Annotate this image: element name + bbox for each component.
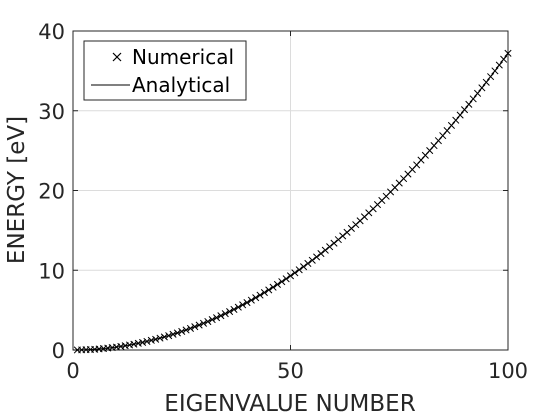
numerical-marker bbox=[234, 303, 242, 311]
y-tick-label: 0 bbox=[52, 339, 65, 363]
numerical-marker bbox=[317, 250, 325, 258]
numerical-marker bbox=[456, 111, 464, 119]
numerical-marker bbox=[321, 246, 329, 254]
numerical-marker bbox=[191, 323, 199, 331]
numerical-marker bbox=[256, 291, 264, 299]
x-tick-label: 50 bbox=[277, 359, 304, 383]
numerical-marker bbox=[252, 294, 260, 302]
series-numerical bbox=[73, 49, 512, 354]
axis-ticks bbox=[72, 30, 509, 351]
legend-label-analytical: Analytical bbox=[132, 73, 230, 97]
numerical-marker bbox=[491, 67, 499, 75]
numerical-marker bbox=[443, 127, 451, 135]
numerical-marker bbox=[165, 332, 173, 340]
numerical-marker bbox=[295, 266, 303, 274]
numerical-marker bbox=[195, 321, 203, 329]
numerical-marker bbox=[160, 333, 168, 341]
numerical-marker bbox=[152, 335, 160, 343]
numerical-marker bbox=[469, 95, 477, 103]
numerical-marker bbox=[230, 305, 238, 313]
numerical-marker bbox=[269, 283, 277, 291]
numerical-marker bbox=[182, 326, 190, 334]
numerical-marker bbox=[482, 78, 490, 86]
numerical-marker bbox=[199, 319, 208, 327]
y-tick-label: 10 bbox=[38, 259, 65, 283]
numerical-marker bbox=[221, 310, 229, 318]
numerical-marker bbox=[243, 298, 251, 307]
numerical-marker bbox=[212, 314, 221, 322]
numerical-marker bbox=[291, 269, 299, 277]
tick-labels: 0 50 100 0 10 20 30 40 bbox=[38, 20, 528, 383]
numerical-marker bbox=[247, 296, 255, 304]
numerical-marker bbox=[304, 259, 312, 268]
numerical-marker bbox=[169, 330, 177, 338]
y-tick-label: 20 bbox=[38, 180, 65, 204]
numerical-marker bbox=[208, 316, 216, 324]
x-tick-label: 100 bbox=[488, 359, 528, 383]
numerical-marker bbox=[478, 84, 486, 92]
numerical-marker bbox=[487, 73, 495, 81]
numerical-marker bbox=[473, 89, 482, 97]
numerical-marker bbox=[465, 100, 473, 108]
x-axis-label: EIGENVALUE NUMBER bbox=[164, 391, 415, 417]
numerical-marker bbox=[452, 116, 460, 124]
x-tick-label: 0 bbox=[66, 359, 79, 383]
numerical-marker bbox=[260, 289, 268, 297]
numerical-marker bbox=[130, 340, 138, 348]
legend-box bbox=[83, 40, 247, 101]
numerical-marker bbox=[186, 324, 195, 332]
y-axis-label: ENERGY [eV] bbox=[4, 116, 30, 264]
numerical-marker bbox=[286, 272, 295, 280]
numerical-marker bbox=[504, 49, 512, 57]
numerical-marker bbox=[447, 121, 456, 129]
numerical-marker bbox=[156, 334, 164, 342]
numerical-marker bbox=[460, 106, 469, 114]
numerical-marker bbox=[282, 275, 290, 283]
numerical-marker bbox=[278, 278, 286, 286]
grid bbox=[73, 31, 508, 350]
numerical-marker bbox=[495, 61, 503, 69]
numerical-marker bbox=[500, 55, 508, 63]
numerical-marker bbox=[217, 312, 225, 320]
numerical-marker bbox=[308, 256, 316, 264]
numerical-marker bbox=[178, 327, 186, 335]
legend-label-numerical: Numerical bbox=[132, 45, 234, 69]
numerical-marker bbox=[147, 336, 155, 344]
numerical-marker bbox=[139, 338, 147, 346]
numerical-marker bbox=[265, 286, 273, 294]
legend-marker-numerical bbox=[112, 52, 122, 62]
numerical-marker bbox=[134, 339, 142, 347]
numerical-marker bbox=[125, 341, 134, 349]
legend: Numerical Analytical bbox=[83, 40, 247, 101]
numerical-marker bbox=[330, 239, 338, 247]
y-tick-label: 30 bbox=[38, 100, 65, 124]
y-tick-label: 40 bbox=[38, 20, 65, 44]
numerical-marker bbox=[313, 253, 321, 261]
numerical-marker bbox=[239, 301, 247, 309]
numerical-marker bbox=[173, 329, 181, 337]
numerical-marker bbox=[273, 280, 282, 288]
numerical-marker bbox=[326, 243, 334, 251]
numerical-marker bbox=[226, 308, 234, 316]
numerical-marker bbox=[143, 337, 151, 345]
numerical-marker bbox=[299, 263, 308, 271]
numerical-marker bbox=[204, 317, 212, 326]
